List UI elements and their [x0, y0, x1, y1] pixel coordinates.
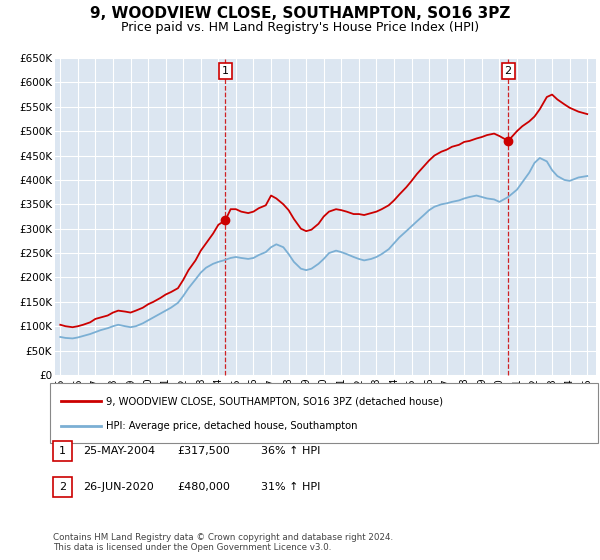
Text: 9, WOODVIEW CLOSE, SOUTHAMPTON, SO16 3PZ (detached house): 9, WOODVIEW CLOSE, SOUTHAMPTON, SO16 3PZ…	[106, 396, 443, 406]
Text: 26-JUN-2020: 26-JUN-2020	[83, 482, 154, 492]
Text: 1: 1	[222, 66, 229, 76]
Text: 9, WOODVIEW CLOSE, SOUTHAMPTON, SO16 3PZ: 9, WOODVIEW CLOSE, SOUTHAMPTON, SO16 3PZ	[90, 6, 510, 21]
Text: HPI: Average price, detached house, Southampton: HPI: Average price, detached house, Sout…	[106, 421, 358, 431]
Text: 36% ↑ HPI: 36% ↑ HPI	[262, 446, 321, 456]
Text: 1: 1	[59, 446, 67, 456]
Text: Price paid vs. HM Land Registry's House Price Index (HPI): Price paid vs. HM Land Registry's House …	[121, 21, 479, 34]
Text: 31% ↑ HPI: 31% ↑ HPI	[262, 482, 321, 492]
Text: £317,500: £317,500	[178, 446, 230, 456]
Text: Contains HM Land Registry data © Crown copyright and database right 2024.
This d: Contains HM Land Registry data © Crown c…	[53, 533, 394, 552]
Text: 25-MAY-2004: 25-MAY-2004	[83, 446, 155, 456]
Text: 2: 2	[505, 66, 512, 76]
Text: 2: 2	[59, 482, 67, 492]
Text: £480,000: £480,000	[178, 482, 230, 492]
